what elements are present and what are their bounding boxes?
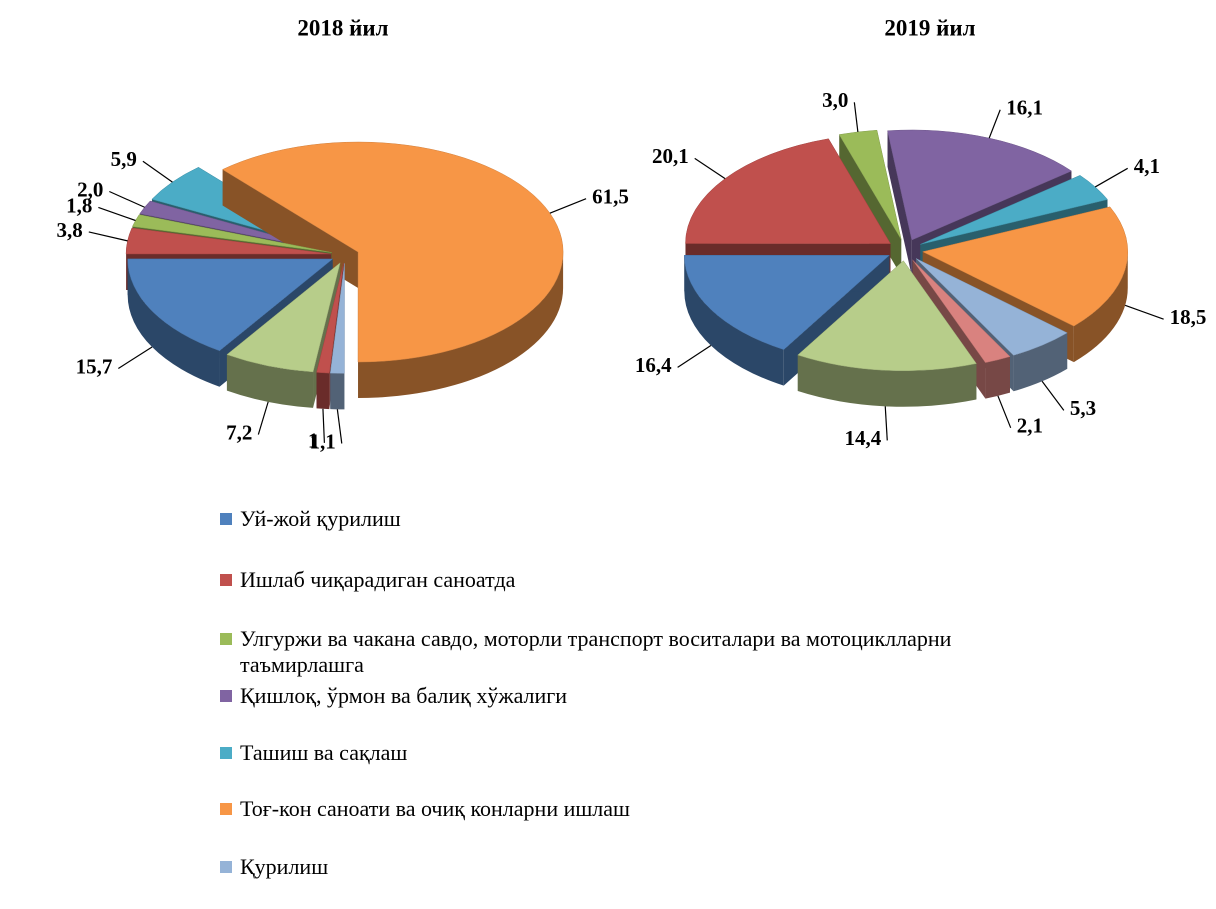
charts: 2018 йилТашиш ва сақлашҚишлоқ, ўрмон ва …: [57, 15, 1207, 453]
data-label: 14,4: [845, 426, 882, 450]
slice-top: [915, 258, 1068, 356]
data-label: 20,1: [652, 144, 689, 168]
chart-title: 2018 йил: [297, 15, 388, 40]
legend-item: Улгуржи ва чакана савдо, моторли транспо…: [220, 626, 1020, 678]
legend-item: Қишлоқ, ўрмон ва балиқ хўжалиги: [220, 683, 1020, 709]
legend-label: Улгуржи ва чакана савдо, моторли транспо…: [240, 626, 952, 677]
data-label: 3,8: [57, 218, 83, 242]
slice-side: [1013, 332, 1068, 392]
slice-wall: [887, 130, 912, 276]
legend-label: Қишлоқ, ўрмон ва балиқ хўжалиги: [240, 683, 568, 708]
leader-line: [88, 231, 128, 242]
legend-item: Ташиш ва сақлаш: [220, 740, 1020, 766]
slice-top: [125, 227, 332, 255]
legend-swatch: [220, 574, 232, 586]
slice-top: [838, 129, 902, 240]
leader-line: [997, 395, 1012, 429]
data-label: 16,1: [1006, 96, 1043, 120]
slice-top: [329, 263, 345, 374]
data-label: 2,1: [1017, 414, 1043, 438]
slice-side: [316, 372, 330, 410]
slice-side: [127, 258, 220, 387]
leader-line: [109, 190, 145, 208]
data-label: 4,1: [1134, 154, 1160, 178]
data-label: 5,9: [111, 147, 137, 171]
slice-top: [922, 206, 1129, 327]
data-label: 1,8: [66, 193, 92, 217]
legend-label: Уй-жой қурилиш: [240, 506, 401, 531]
legend-swatch: [220, 513, 232, 525]
slice-side: [358, 252, 564, 399]
leader-line: [884, 406, 888, 441]
leader-line: [257, 401, 269, 435]
slice-side: [684, 255, 784, 386]
legend-item: Қурилиш: [220, 854, 1020, 880]
legend-swatch: [220, 747, 232, 759]
leader-line: [1041, 380, 1065, 411]
legend-item: Уй-жой қурилиш: [220, 506, 1020, 532]
slice: [226, 262, 341, 408]
leader-line: [142, 160, 173, 183]
leader-line: [322, 408, 326, 443]
slice-side: [330, 373, 345, 410]
data-label: 5,3: [1070, 396, 1096, 420]
slice-top: [132, 214, 332, 253]
slice-side: [226, 354, 314, 408]
leader-line: [336, 409, 343, 444]
slice-side: [797, 355, 977, 407]
data-label: 1,1: [310, 429, 336, 453]
data-label: 18,5: [1170, 305, 1207, 329]
slice-top: [797, 260, 977, 371]
data-label: 1: [308, 429, 319, 453]
legend-item: Ишлаб чиқарадиган саноатда: [220, 567, 1020, 593]
data-label: 15,7: [76, 354, 113, 378]
data-label: 3,0: [822, 88, 848, 112]
legend-swatch: [220, 861, 232, 873]
legend-label: Қурилиш: [240, 854, 329, 879]
slice: [797, 260, 977, 407]
legend-label: Ташиш ва сақлаш: [240, 740, 408, 765]
data-label: 7,2: [226, 420, 252, 444]
data-label: 2,0: [77, 177, 103, 201]
slice: Қурилиш: [329, 263, 345, 410]
slice-top: [222, 141, 564, 363]
legend-swatch: [220, 633, 232, 645]
leader-line: [1094, 167, 1128, 188]
slice-top: [127, 258, 334, 351]
leader-line: [988, 109, 1001, 139]
leader-line: [98, 206, 136, 222]
legend-item: Тоғ-кон саноати ва очиқ конларни ишлаш: [220, 796, 1020, 822]
legend-label: Ишлаб чиқарадиган саноатда: [240, 567, 516, 592]
leader-line: [853, 102, 859, 132]
leader-line: [118, 346, 153, 369]
slice-top: [912, 259, 1011, 363]
slice-side: [985, 356, 1011, 399]
leader-line: [549, 198, 587, 214]
slice-top: [226, 262, 341, 373]
slice-top: [684, 254, 890, 350]
legend-label: Тоғ-кон саноати ва очиқ конларни ишлаш: [240, 796, 630, 821]
slice-top: [316, 263, 344, 374]
leader-line: [677, 344, 712, 368]
legend-swatch: [220, 690, 232, 702]
data-label: 16,4: [635, 353, 672, 377]
slice-top: [920, 175, 1108, 245]
legend-swatch: [220, 803, 232, 815]
leader-line: [694, 157, 726, 180]
data-label: 61,5: [592, 184, 629, 208]
chart-title: 2019 йил: [884, 15, 975, 40]
leader-line: [1124, 304, 1164, 320]
slice-side: [1073, 251, 1128, 363]
